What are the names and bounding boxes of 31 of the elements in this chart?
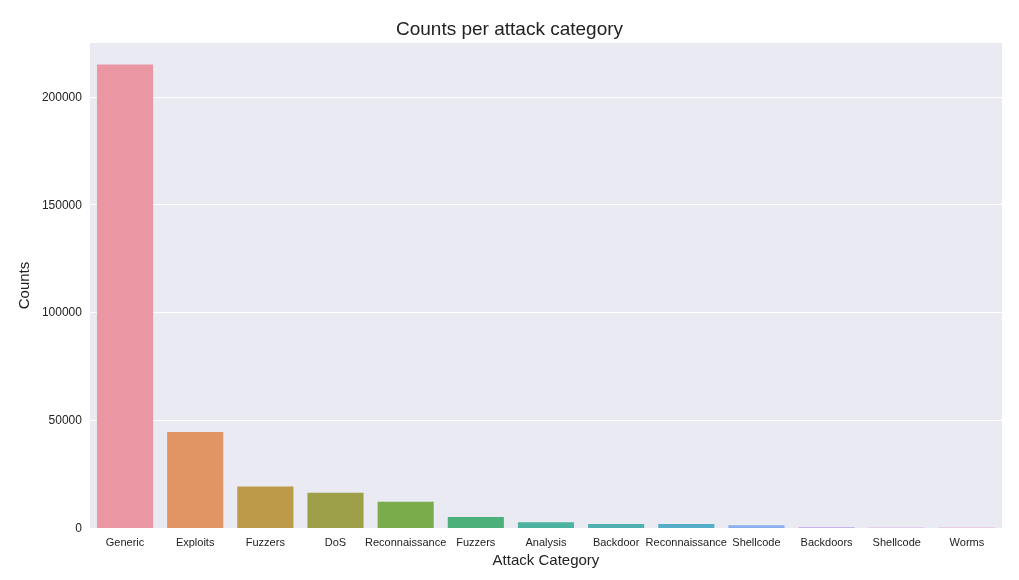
chart-title: Counts per attack category (395, 18, 624, 39)
y-tick-label: 0 (75, 521, 83, 535)
x-tick-label: Exploits (175, 535, 215, 548)
y-tick-label: 150000 (41, 197, 83, 212)
y-tick-label: 50000 (48, 413, 83, 428)
x-tick-label: Generic (105, 535, 145, 548)
bar (447, 517, 504, 528)
bar (728, 525, 785, 528)
y-axis-title: Counts (15, 261, 32, 310)
x-tick-label: Shellcode (872, 535, 921, 548)
x-tick-label: Reconnaissance (364, 535, 447, 548)
bar (167, 432, 224, 528)
x-tick-label: Fuzzers (245, 535, 286, 548)
x-tick-label: Analysis (525, 535, 567, 548)
x-tick-label: Backdoors (800, 535, 854, 548)
x-tick-label: DoS (324, 535, 347, 548)
bar (307, 492, 364, 528)
bar (658, 524, 715, 528)
bar (96, 64, 154, 528)
y-tick-label: 200000 (41, 89, 83, 104)
x-tick-label: Shellcode (732, 535, 781, 548)
x-tick-label: Worms (949, 535, 985, 548)
y-tick-label: 100000 (41, 305, 83, 320)
bar (237, 486, 294, 528)
bar (588, 524, 645, 528)
bar (377, 501, 434, 528)
x-tick-label: Backdoor (592, 535, 640, 548)
x-tick-label: Reconnaissance (645, 535, 727, 548)
x-axis-title: Attack Category (492, 551, 600, 568)
x-tick-label: Fuzzers (456, 535, 496, 548)
bar (517, 522, 575, 528)
